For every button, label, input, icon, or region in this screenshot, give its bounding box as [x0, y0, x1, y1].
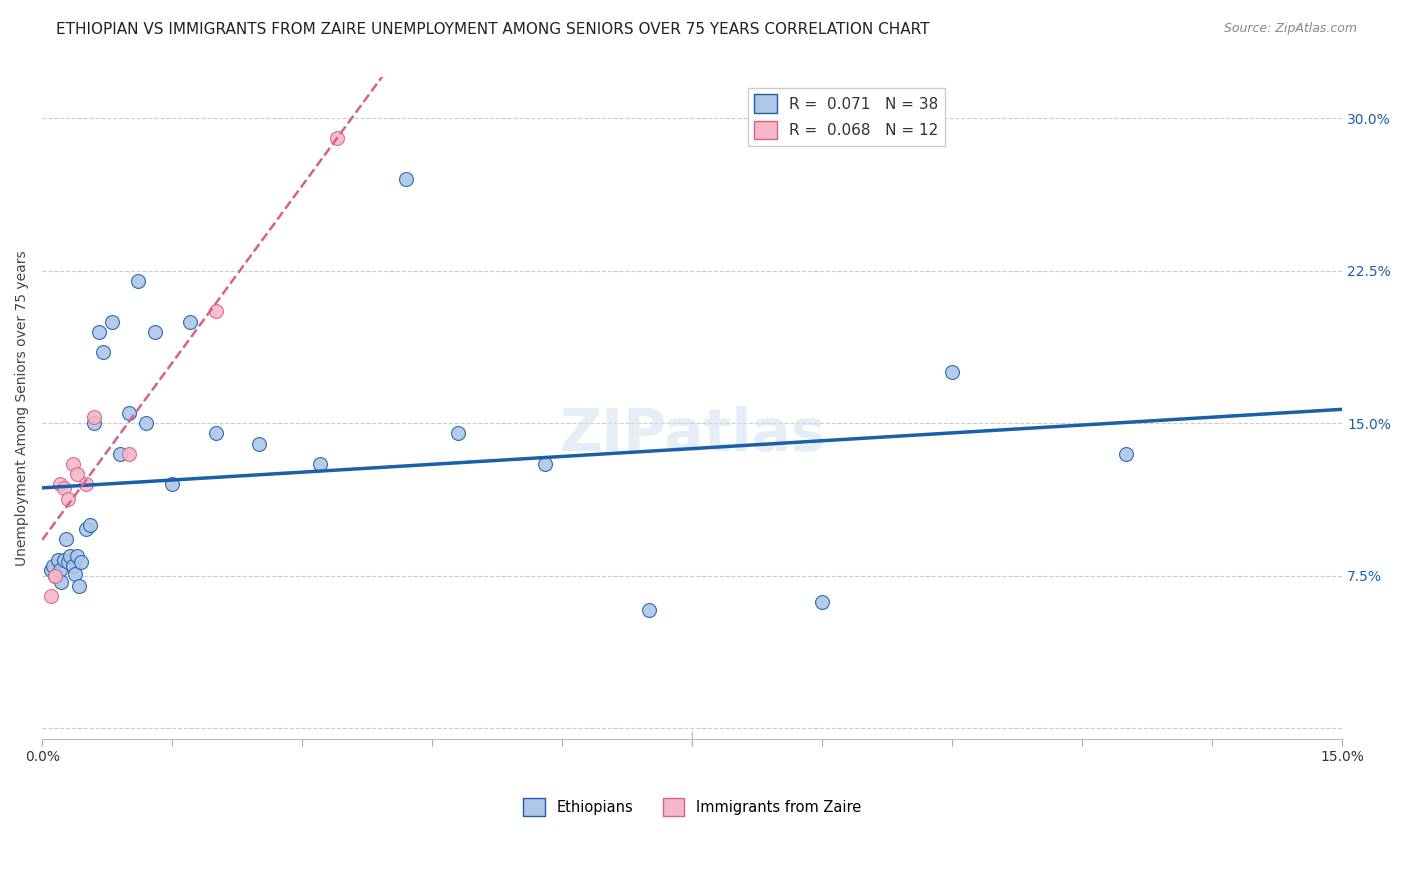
Point	[941, 366, 963, 380]
Point	[52, 552, 75, 566]
Point	[48, 563, 70, 577]
Point	[247, 436, 270, 450]
Y-axis label: Unemployment Among Seniors over 75 years: Unemployment Among Seniors over 75 years	[15, 251, 30, 566]
Point	[59, 549, 82, 563]
Point	[204, 426, 226, 441]
Point	[44, 569, 66, 583]
Point	[143, 325, 166, 339]
Point	[41, 558, 63, 573]
Point	[75, 477, 97, 491]
Point	[447, 426, 470, 441]
Point	[66, 467, 89, 482]
Point	[811, 595, 834, 609]
Point	[204, 304, 226, 318]
Point	[62, 457, 84, 471]
Point	[51, 574, 73, 589]
Point	[100, 315, 122, 329]
Text: ETHIOPIAN VS IMMIGRANTS FROM ZAIRE UNEMPLOYMENT AMONG SENIORS OVER 75 YEARS CORR: ETHIOPIAN VS IMMIGRANTS FROM ZAIRE UNEMP…	[56, 22, 929, 37]
Point	[108, 447, 131, 461]
Point	[58, 555, 80, 569]
Point	[87, 325, 110, 339]
Point	[66, 549, 89, 563]
Point	[75, 522, 97, 536]
Point	[118, 447, 141, 461]
Point	[91, 345, 114, 359]
Point	[52, 482, 75, 496]
Point	[39, 589, 62, 603]
Point	[39, 563, 62, 577]
Point	[46, 552, 69, 566]
Point	[44, 569, 66, 583]
Point	[63, 566, 86, 581]
Point	[58, 491, 80, 506]
Point	[638, 603, 661, 617]
Point	[48, 477, 70, 491]
Text: Source: ZipAtlas.com: Source: ZipAtlas.com	[1223, 22, 1357, 36]
Point	[326, 131, 349, 145]
Legend: Ethiopians, Immigrants from Zaire: Ethiopians, Immigrants from Zaire	[517, 792, 868, 822]
Point	[83, 417, 105, 431]
Point	[395, 172, 418, 186]
Point	[534, 457, 557, 471]
Text: ZIPatlas: ZIPatlas	[560, 406, 825, 463]
Point	[83, 410, 105, 425]
Point	[79, 518, 101, 533]
Point	[135, 417, 157, 431]
Point	[118, 406, 141, 420]
Point	[179, 315, 201, 329]
Point	[55, 533, 77, 547]
Point	[1115, 447, 1137, 461]
Point	[67, 579, 90, 593]
Point	[62, 558, 84, 573]
Point	[127, 274, 149, 288]
Point	[308, 457, 330, 471]
Point	[70, 555, 93, 569]
Point	[160, 477, 183, 491]
